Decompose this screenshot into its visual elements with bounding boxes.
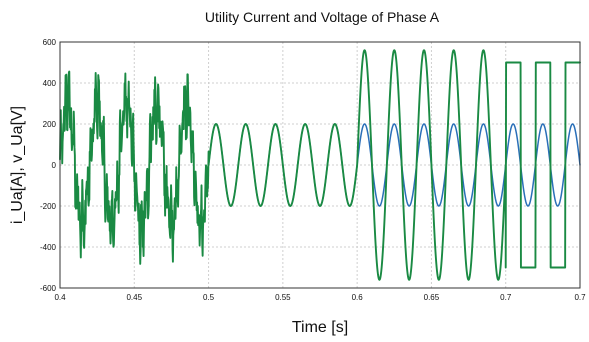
y-tick-label: 600 [43,38,57,47]
x-tick-label: 0.6 [352,293,364,302]
y-axis-label: i_Ua[A], v_Ua[V] [9,106,26,224]
series-green-line [59,49,581,281]
series-layer [59,49,581,281]
x-axis-label: Time [s] [292,319,348,336]
y-tick-label: -200 [40,202,57,211]
x-tick-label: 0.55 [275,293,291,302]
y-tick-label: -600 [40,284,57,293]
y-tick-label: 200 [43,120,57,129]
plot-frame [59,41,581,289]
x-tick-label: 0.65 [424,293,440,302]
chart-title: Utility Current and Voltage of Phase A [205,9,440,25]
y-tick-label: -400 [40,243,57,252]
x-tick-label: 0.4 [54,293,66,302]
x-tick-label: 0.7 [500,293,512,302]
ticks-layer: 0.4 0.45 0.5 0.55 0.6 0.65 0.7 0.7 -600 -400 -200 0… [40,38,586,302]
y-tick-label: 400 [43,79,57,88]
y-tick-label: 0 [52,161,57,170]
x-tick-label: 0.5 [203,293,215,302]
x-tick-label: 0.7 [574,293,586,302]
x-tick-label: 0.45 [126,293,142,302]
